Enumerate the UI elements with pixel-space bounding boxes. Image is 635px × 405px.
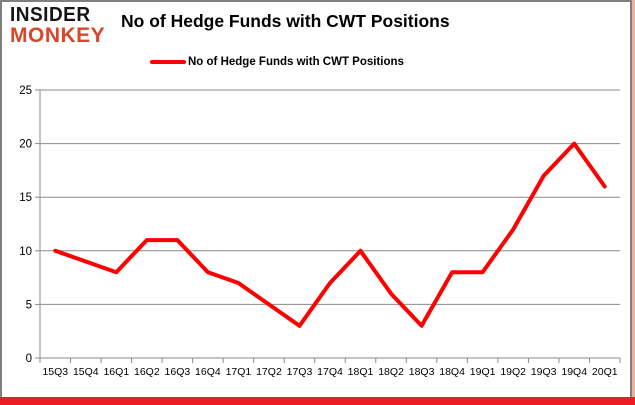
x-tick-label: 18Q2: [378, 366, 404, 378]
logo-line1: INSIDER: [10, 4, 91, 27]
x-tick-label: 16Q3: [165, 366, 191, 378]
x-tick-label: 17Q1: [226, 366, 252, 378]
x-tick-label: 15Q3: [42, 366, 68, 378]
logo-line2: MONKEY: [10, 23, 106, 47]
x-tick-label: 17Q4: [317, 366, 343, 378]
x-tick-label: 18Q3: [409, 366, 435, 378]
y-tick-label: 0: [26, 353, 32, 365]
y-tick-label: 15: [19, 192, 32, 204]
x-tick-label: 16Q2: [134, 366, 160, 378]
x-tick-label: 19Q4: [561, 366, 587, 378]
series-line: [53, 141, 607, 328]
x-tick-label: 17Q3: [287, 366, 313, 378]
chart-card: [0, 0, 632, 397]
x-tick-label: 18Q4: [439, 366, 465, 378]
x-tick-label: 19Q1: [470, 366, 496, 378]
legend: No of Hedge Funds with CWT Positions: [150, 56, 404, 68]
right-accent-strip: [632, 0, 635, 397]
legend-label: No of Hedge Funds with CWT Positions: [188, 56, 404, 68]
x-tick-label: 15Q4: [73, 366, 99, 378]
x-tick-label: 18Q1: [348, 366, 374, 378]
insider-monkey-logo: INSIDER MONKEY: [10, 4, 106, 47]
x-tick-label: 16Q1: [103, 366, 129, 378]
y-tick-label: 5: [26, 299, 32, 311]
y-tick-label: 25: [19, 85, 32, 97]
chart-title: No of Hedge Funds with CWT Positions: [121, 11, 450, 31]
legend-line-swatch: [150, 60, 186, 64]
x-tick-label: 16Q4: [195, 366, 221, 378]
bottom-red-bar: [0, 397, 635, 405]
x-tick-label: 20Q1: [592, 366, 618, 378]
x-tick-label: 19Q3: [531, 366, 557, 378]
x-tick-label: 19Q2: [500, 366, 526, 378]
y-tick-label: 10: [19, 246, 32, 258]
y-tick-label: 20: [19, 139, 32, 151]
x-tick-label: 17Q2: [256, 366, 282, 378]
